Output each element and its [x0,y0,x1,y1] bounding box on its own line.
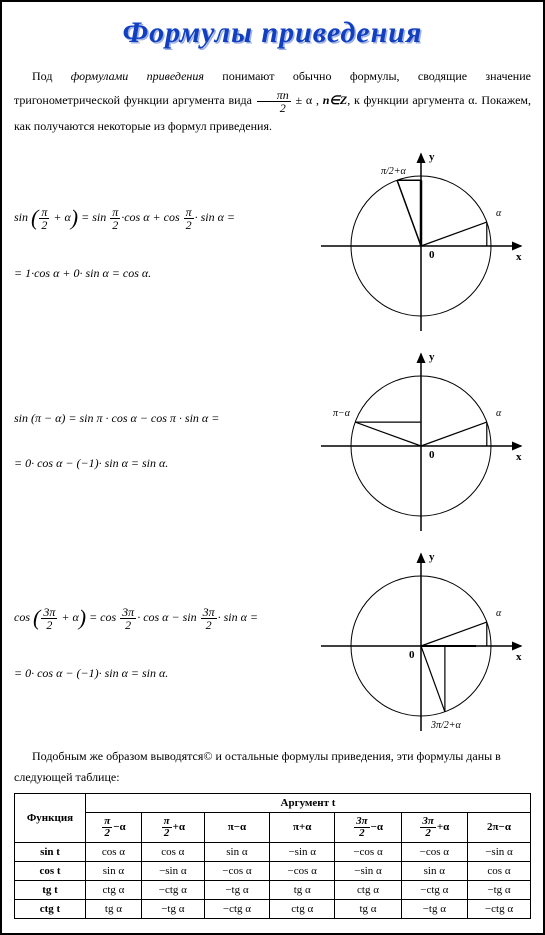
intro-ninZ: n∈Z [323,93,347,107]
row-3: cos (3π2 + α) = cos 3π2· cos α − sin 3π2… [14,546,531,736]
intro-t1: Под [32,69,71,83]
table-row: Функция Аргумент t [15,793,531,812]
table-col-header: π+α [270,812,335,842]
table-cell: sin α [401,861,467,880]
svg-text:0: 0 [409,649,415,661]
table-intro: Подобным же образом выводятся© и остальн… [14,746,531,789]
table-col-header: π2−α [86,812,142,842]
svg-text:0: 0 [429,249,435,261]
table-cell: −cos α [335,842,401,861]
intro-frac: πn2 [257,89,291,114]
table-cell: ctg α [335,880,401,899]
table-cell: −sin α [141,861,204,880]
table-col-header: 3π2−α [335,812,401,842]
svg-text:α: α [496,608,502,619]
svg-text:y: y [429,151,435,163]
table-header-arg: Аргумент t [86,793,531,812]
table-func-cell: tg t [15,880,86,899]
svg-text:3π/2+α: 3π/2+α [430,720,462,731]
svg-text:α: α [496,208,502,219]
diagram-2: 0 x y α π−α [311,346,531,536]
svg-text:x: x [516,651,522,663]
svg-text:x: x [516,251,522,263]
svg-text:0: 0 [429,449,435,461]
table-cell: −tg α [401,899,467,918]
table-row: tg tctg α−ctg α−tg αtg αctg α−ctg α−tg α [15,880,531,899]
table-cell: cos α [86,842,142,861]
table-row: sin tcos αcos αsin α−sin α−cos α−cos α−s… [15,842,531,861]
table-col-header: π−α [204,812,269,842]
formula-2: sin (π − α) = sin π · cos α − cos π · si… [14,407,311,475]
svg-text:α: α [496,408,502,419]
table-col-header: 3π2+α [401,812,467,842]
page-title: Формулы приведения [14,16,531,50]
table-col-header: π2+α [141,812,204,842]
row-2: sin (π − α) = sin π · cos α − cos π · si… [14,346,531,536]
table-cell: −tg α [141,899,204,918]
table-cell: tg α [270,880,335,899]
table-func-cell: ctg t [15,899,86,918]
svg-text:π/2+α: π/2+α [381,166,407,177]
table-cell: cos α [468,861,531,880]
table-cell: −cos α [270,861,335,880]
table-cell: −tg α [468,880,531,899]
intro-pm: ± α , [292,93,323,107]
row-1: sin (π2 + α) = sin π2·cos α + cos π2· si… [14,146,531,336]
table-cell: tg α [86,899,142,918]
table-col-header: 2π−α [468,812,531,842]
table-cell: −ctg α [401,880,467,899]
table-row: π2−απ2+απ−απ+α3π2−α3π2+α2π−α [15,812,531,842]
table-cell: −tg α [204,880,269,899]
table-cell: −ctg α [141,880,204,899]
svg-text:x: x [516,451,522,463]
formula-3: cos (3π2 + α) = cos 3π2· cos α − sin 3π2… [14,597,311,684]
diagram-3: 0 x y α 3π/2+α [311,546,531,736]
table-cell: cos α [141,842,204,861]
table-func-cell: cos t [15,861,86,880]
table-cell: −sin α [335,861,401,880]
table-cell: −sin α [468,842,531,861]
intro-term: формулами приведения [71,69,204,83]
diagram-1: 0 x y α π/2+α [311,146,531,336]
table-func-cell: sin t [15,842,86,861]
table-cell: −cos α [204,861,269,880]
table-row: ctg ttg α−tg α−ctg αctg αtg α−tg α−ctg α [15,899,531,918]
table-header-func: Функция [15,793,86,842]
table-cell: ctg α [86,880,142,899]
table-cell: −ctg α [468,899,531,918]
table-cell: −sin α [270,842,335,861]
table-cell: ctg α [270,899,335,918]
svg-text:π−α: π−α [333,408,351,419]
table-cell: −ctg α [204,899,269,918]
svg-text:y: y [429,551,435,563]
reduction-table: Функция Аргумент t π2−απ2+απ−απ+α3π2−α3π… [14,793,531,919]
formula-1: sin (π2 + α) = sin π2·cos α + cos π2· si… [14,197,311,284]
page: Формулы приведения Под формулами приведе… [0,0,545,935]
table-cell: sin α [86,861,142,880]
table-cell: −cos α [401,842,467,861]
table-row: cos tsin α−sin α−cos α−cos α−sin αsin αc… [15,861,531,880]
table-cell: sin α [204,842,269,861]
table-cell: tg α [335,899,401,918]
intro-paragraph: Под формулами приведения понимают обычно… [14,64,531,138]
svg-text:y: y [429,351,435,363]
